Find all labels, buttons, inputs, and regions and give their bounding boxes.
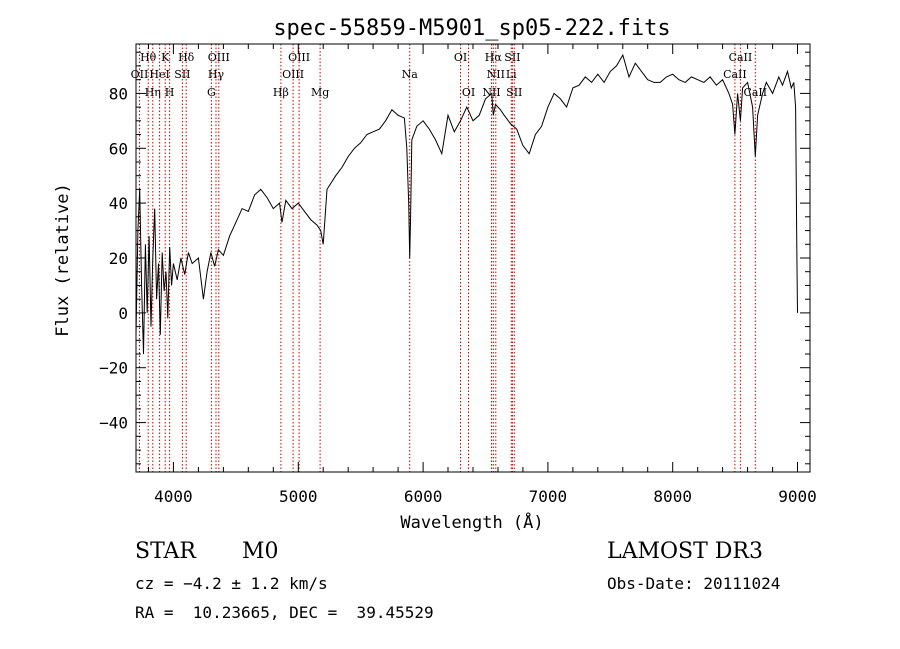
coordinates: RA = 10.23665, DEC = 39.45529 bbox=[135, 603, 434, 622]
line-label-15: NII bbox=[487, 68, 505, 81]
x-tick-label-3: 7000 bbox=[529, 487, 568, 506]
y-tick-label-2: 0 bbox=[118, 304, 128, 323]
redshift-text: cz = −4.2 ± 1.2 km/s bbox=[135, 574, 328, 593]
object-class: STAR bbox=[135, 539, 196, 564]
line-label-22: Mg bbox=[311, 86, 329, 99]
line-label-0: Hθ bbox=[140, 51, 157, 64]
plot-frame bbox=[135, 43, 811, 473]
line-label-25: SII bbox=[506, 86, 522, 99]
line-label-17: CaII bbox=[723, 68, 747, 81]
y-tick-label-6: 80 bbox=[109, 84, 128, 103]
line-label-14: Na bbox=[402, 68, 419, 81]
line-label-12: Hγ bbox=[208, 68, 225, 81]
x-tick-label-2: 6000 bbox=[404, 487, 443, 506]
line-label-18: Hη bbox=[145, 86, 161, 99]
line-label-26: CaII bbox=[743, 86, 767, 99]
y-tick-label-1: −20 bbox=[99, 359, 128, 378]
line-label-1: K bbox=[161, 51, 170, 64]
survey-name: LAMOST DR3 bbox=[607, 539, 763, 564]
x-tick-label-1: 5000 bbox=[279, 487, 318, 506]
y-tick-label-4: 40 bbox=[109, 194, 128, 213]
line-label-2: Hδ bbox=[178, 51, 195, 64]
line-label-5: OI bbox=[454, 51, 467, 64]
y-axis-label: Flux (relative) bbox=[53, 183, 73, 337]
x-tick-label-4: 8000 bbox=[653, 487, 692, 506]
line-label-4: OIII bbox=[288, 51, 310, 64]
x-tick-label-5: 9000 bbox=[778, 487, 817, 506]
obs-date: Obs-Date: 20111024 bbox=[607, 574, 781, 593]
line-label-3: OIII bbox=[208, 51, 230, 64]
line-label-9: OII bbox=[131, 68, 149, 81]
object-subclass: M0 bbox=[242, 539, 279, 564]
y-tick-label-3: 20 bbox=[109, 249, 128, 268]
chart-title: spec-55859-M5901_sp05-222.fits bbox=[273, 16, 670, 41]
line-label-16: Li bbox=[506, 68, 517, 81]
line-label-6: Hα bbox=[485, 51, 503, 64]
y-axis: −40 −20 0 20 40 60 80 bbox=[99, 51, 810, 465]
x-axis-label: Wavelength (Å) bbox=[400, 511, 543, 533]
x-axis: 4000 5000 6000 7000 8000 9000 bbox=[148, 44, 817, 506]
line-label-10: HeI bbox=[149, 68, 169, 81]
x-tick-label-0: 4000 bbox=[154, 487, 193, 506]
line-label-23: OI bbox=[462, 86, 475, 99]
flux-series-line bbox=[135, 53, 798, 355]
line-label-24: NII bbox=[482, 86, 500, 99]
y-tick-label-0: −40 bbox=[99, 414, 128, 433]
line-label-21: Hβ bbox=[273, 86, 289, 99]
line-label-8: CaII bbox=[729, 51, 753, 64]
line-markers bbox=[139, 44, 756, 472]
line-label-11: SII bbox=[174, 68, 190, 81]
line-label-7: SII bbox=[504, 51, 520, 64]
line-label-13: OIII bbox=[282, 68, 304, 81]
y-tick-label-5: 60 bbox=[109, 139, 128, 158]
line-label-20: G bbox=[207, 86, 216, 99]
line-label-19: H bbox=[165, 86, 175, 99]
